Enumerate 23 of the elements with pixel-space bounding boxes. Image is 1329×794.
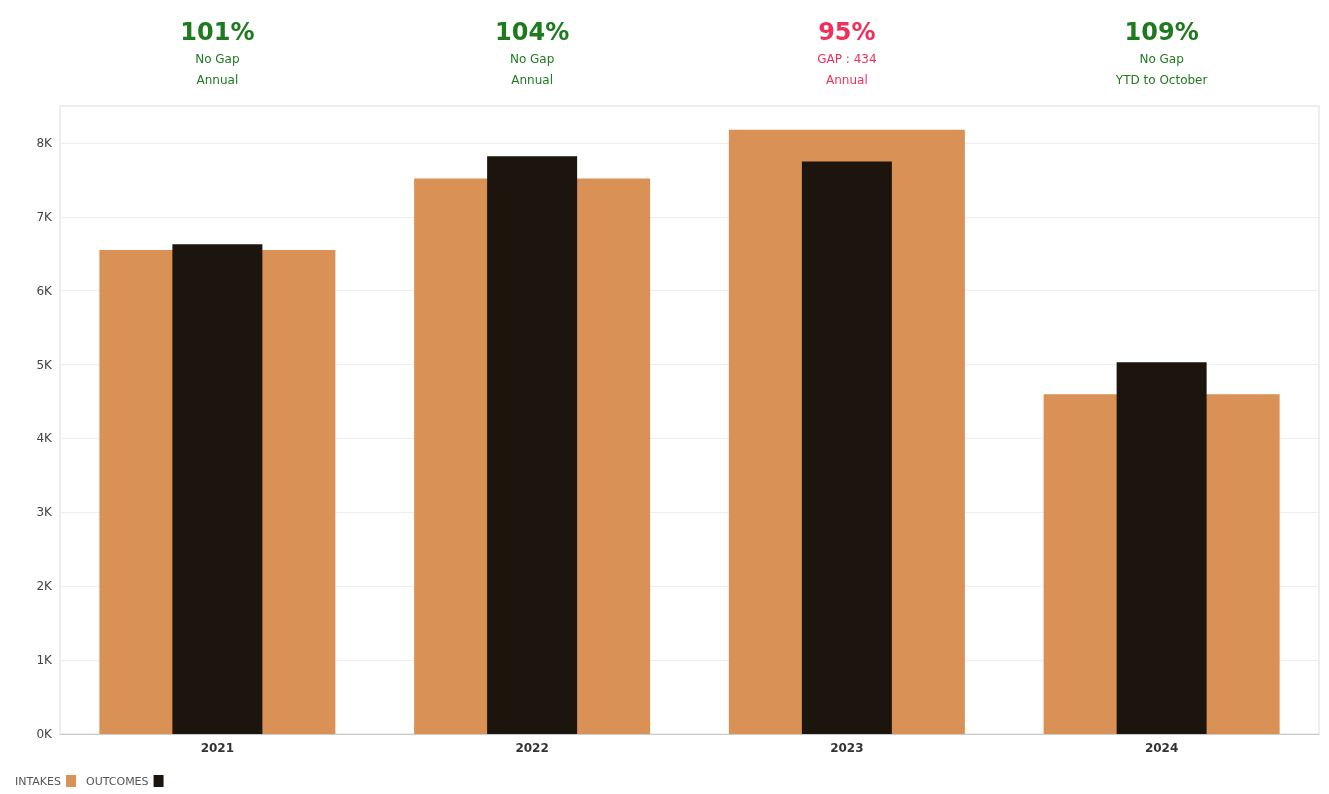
y-tick-label: 3K — [36, 505, 54, 520]
legend-label: OUTCOMES — [86, 774, 149, 788]
legend-label: INTAKES — [14, 774, 62, 788]
y-tick-label: 1K — [36, 653, 54, 668]
x-tick-label: 2024 — [1144, 741, 1179, 755]
y-tick-label: 4K — [36, 431, 54, 446]
text: 95% GAP : 434 Annual — [817, 18, 877, 87]
y-tick-label: 7K — [36, 209, 54, 224]
bar — [801, 161, 892, 734]
bar — [172, 244, 263, 734]
bar — [487, 156, 578, 734]
x-tick-label: 2023 — [830, 741, 864, 755]
bar — [1116, 362, 1207, 734]
text: 101% No Gap Annual — [180, 18, 255, 87]
text: 109% No Gap YTD to October — [1114, 18, 1208, 87]
x-tick-label: 2021 — [200, 741, 235, 755]
y-tick-label: 0K — [36, 727, 54, 741]
y-tick-label: 8K — [36, 135, 54, 150]
y-tick-label: 6K — [36, 283, 54, 298]
y-tick-label: 5K — [36, 357, 54, 372]
y-tick-label: 2K — [36, 579, 54, 594]
text: 104% No Gap Annual — [495, 18, 570, 87]
x-tick-label: 2022 — [515, 741, 549, 755]
